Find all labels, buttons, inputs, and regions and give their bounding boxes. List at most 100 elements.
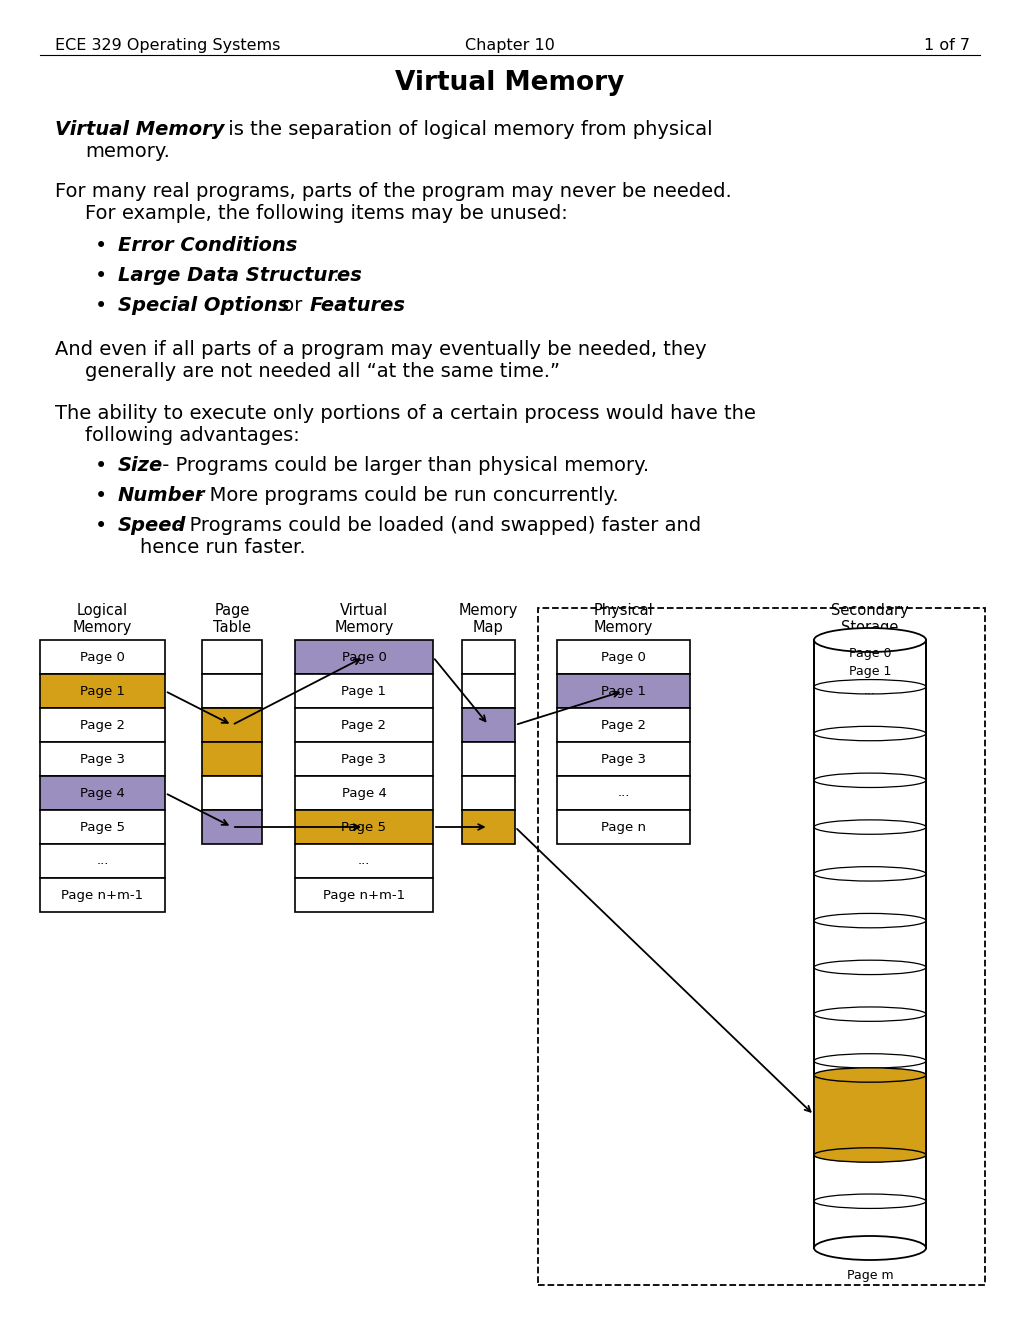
Text: Page m: Page m	[846, 1269, 893, 1282]
Text: Secondary
Storage: Secondary Storage	[830, 603, 908, 635]
Text: ...: ...	[96, 854, 109, 867]
Text: Page 0: Page 0	[848, 648, 891, 660]
Text: Memory
Map: Memory Map	[459, 603, 518, 635]
Text: Page 5: Page 5	[341, 821, 386, 833]
Text: .: .	[392, 296, 398, 315]
Text: •: •	[95, 486, 107, 506]
Text: generally are not needed all “at the same time.”: generally are not needed all “at the sam…	[85, 362, 559, 381]
Text: •: •	[95, 296, 107, 315]
Text: Page 2: Page 2	[341, 718, 386, 731]
Bar	[40, 810, 165, 843]
Bar	[40, 675, 165, 708]
Text: - Programs could be larger than physical memory.: - Programs could be larger than physical…	[156, 455, 648, 475]
Text: Page 1: Page 1	[600, 685, 645, 697]
Text: or: or	[276, 296, 309, 315]
Text: Speed: Speed	[118, 516, 186, 535]
Bar	[556, 675, 689, 708]
Text: ECE 329 Operating Systems: ECE 329 Operating Systems	[55, 38, 280, 53]
Text: Physical
Memory: Physical Memory	[593, 603, 653, 635]
Bar	[813, 640, 925, 1247]
Text: •: •	[95, 455, 107, 477]
Bar	[202, 675, 262, 708]
Text: •: •	[95, 516, 107, 536]
Bar	[40, 878, 165, 912]
Text: Page 3: Page 3	[600, 752, 645, 766]
Bar	[294, 708, 433, 742]
Text: memory.: memory.	[85, 143, 170, 161]
Text: And even if all parts of a program may eventually be needed, they: And even if all parts of a program may e…	[55, 341, 706, 359]
Text: Page n: Page n	[600, 821, 645, 833]
Bar	[462, 776, 515, 810]
Text: Error Conditions: Error Conditions	[118, 236, 298, 255]
Text: Virtual Memory: Virtual Memory	[55, 120, 224, 139]
Ellipse shape	[813, 628, 925, 652]
Text: Page
Table: Page Table	[213, 603, 251, 635]
Bar	[556, 742, 689, 776]
Text: Chapter 10: Chapter 10	[465, 38, 554, 53]
Text: Large Data Structures: Large Data Structures	[118, 267, 362, 285]
Text: Page 2: Page 2	[79, 718, 125, 731]
Bar	[294, 843, 433, 878]
Text: .: .	[332, 267, 339, 285]
Text: Page 0: Page 0	[341, 651, 386, 664]
Text: - More programs could be run concurrently.: - More programs could be run concurrentl…	[190, 486, 618, 506]
Text: is the separation of logical memory from physical: is the separation of logical memory from…	[222, 120, 712, 139]
Text: following advantages:: following advantages:	[85, 426, 300, 445]
Text: 1 of 7: 1 of 7	[923, 38, 969, 53]
Bar	[813, 1074, 925, 1155]
Text: Page 0: Page 0	[600, 651, 645, 664]
Text: Features: Features	[310, 296, 406, 315]
Bar	[40, 640, 165, 675]
Text: Virtual
Memory: Virtual Memory	[334, 603, 393, 635]
Ellipse shape	[813, 1068, 925, 1082]
Text: Page 1: Page 1	[848, 665, 891, 678]
Bar	[556, 640, 689, 675]
Text: Page 3: Page 3	[79, 752, 125, 766]
Text: - Programs could be loaded (and swapped) faster and: - Programs could be loaded (and swapped)…	[170, 516, 700, 535]
Bar	[294, 675, 433, 708]
Text: Page 2: Page 2	[600, 718, 645, 731]
Bar	[462, 640, 515, 675]
Text: •: •	[95, 267, 107, 286]
Bar	[462, 810, 515, 843]
Text: Page 4: Page 4	[79, 787, 124, 800]
Bar	[556, 810, 689, 843]
Text: Logical
Memory: Logical Memory	[72, 603, 132, 635]
Bar	[202, 810, 262, 843]
Text: Page 0: Page 0	[79, 651, 124, 664]
Bar	[202, 640, 262, 675]
Text: For example, the following items may be unused:: For example, the following items may be …	[85, 205, 568, 223]
Bar	[556, 776, 689, 810]
Text: Size: Size	[118, 455, 163, 475]
Text: ...: ...	[616, 787, 629, 800]
Text: ...: ...	[863, 684, 875, 697]
Text: hence run faster.: hence run faster.	[140, 539, 306, 557]
Bar	[40, 708, 165, 742]
Text: For many real programs, parts of the program may never be needed.: For many real programs, parts of the pro…	[55, 182, 731, 201]
Bar	[537, 609, 984, 1284]
Text: Page n+m-1: Page n+m-1	[61, 888, 144, 902]
Text: ...: ...	[358, 854, 370, 867]
Bar	[294, 776, 433, 810]
Bar	[202, 776, 262, 810]
Bar	[40, 843, 165, 878]
Text: The ability to execute only portions of a certain process would have the: The ability to execute only portions of …	[55, 404, 755, 422]
Bar	[294, 878, 433, 912]
Bar	[40, 742, 165, 776]
Bar	[556, 708, 689, 742]
Ellipse shape	[813, 1148, 925, 1162]
Text: .: .	[280, 236, 286, 255]
Text: •: •	[95, 236, 107, 256]
Text: Page 3: Page 3	[341, 752, 386, 766]
Bar	[462, 742, 515, 776]
Text: Virtual Memory: Virtual Memory	[395, 70, 624, 96]
Bar	[294, 810, 433, 843]
Bar	[462, 708, 515, 742]
Bar	[202, 742, 262, 776]
Ellipse shape	[813, 1236, 925, 1261]
Text: Page 1: Page 1	[79, 685, 125, 697]
Text: Page 1: Page 1	[341, 685, 386, 697]
Text: Number: Number	[118, 486, 205, 506]
Bar	[294, 742, 433, 776]
Text: Page n+m-1: Page n+m-1	[323, 888, 405, 902]
